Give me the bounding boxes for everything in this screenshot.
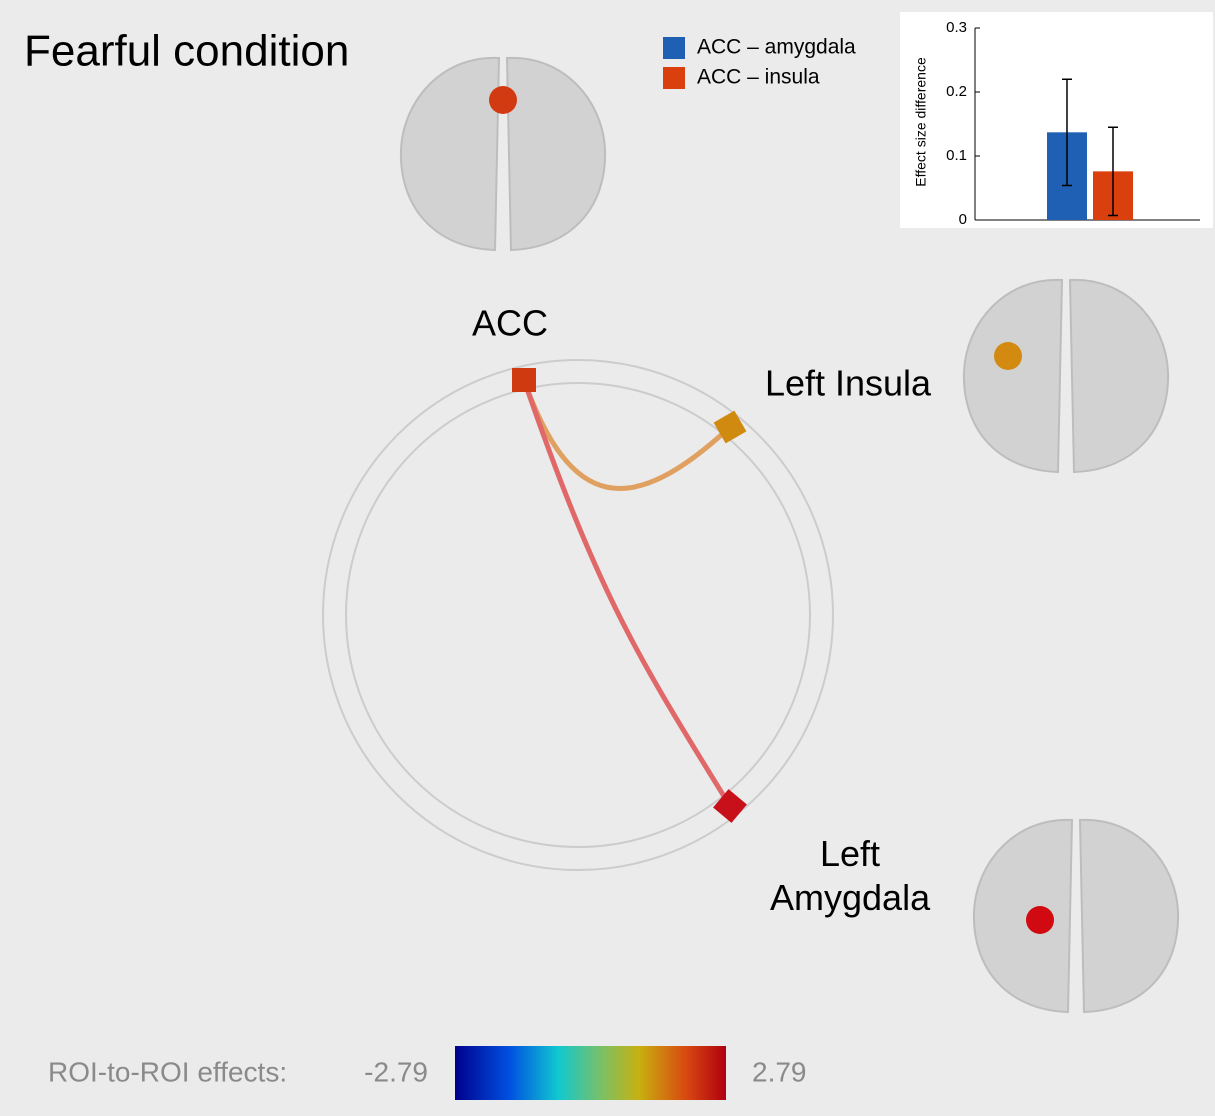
y-tick-label: 0.1 [946,147,967,164]
brain-insula [964,280,1168,472]
figure: Fearful condition ACC Left Insula Left A… [0,0,1215,1116]
y-axis-label: Effect size difference [913,57,929,187]
node [512,368,536,392]
roi-dot [994,342,1022,370]
colorbar [455,1046,726,1100]
node-label: ACC [472,303,548,344]
colorbar-max: 2.79 [752,1056,807,1087]
roi-dot [489,86,517,114]
y-tick-label: 0.3 [946,19,967,36]
colorbar-label: ROI-to-ROI effects: [48,1056,287,1087]
y-tick-label: 0 [959,211,967,228]
node-label-box: Left Amygdala [740,832,960,932]
brain-amygdala [974,820,1178,1012]
colorbar-min: -2.79 [364,1056,428,1087]
node [713,789,747,823]
legend-label: ACC – amygdala [697,36,856,59]
node-label: Left Amygdala [770,832,930,920]
page: Fearful condition ACC Left Insula Left A… [0,0,1215,1116]
ring-inner [346,383,810,847]
legend-swatch [663,67,685,89]
y-tick-label: 0.2 [946,83,967,100]
figure-title: Fearful condition [24,27,349,76]
legend-swatch [663,37,685,59]
node-label: Left Insula [765,363,932,404]
roi-dot [1026,906,1054,934]
legend-label: ACC – insula [697,66,820,89]
ring-outer [323,360,833,870]
